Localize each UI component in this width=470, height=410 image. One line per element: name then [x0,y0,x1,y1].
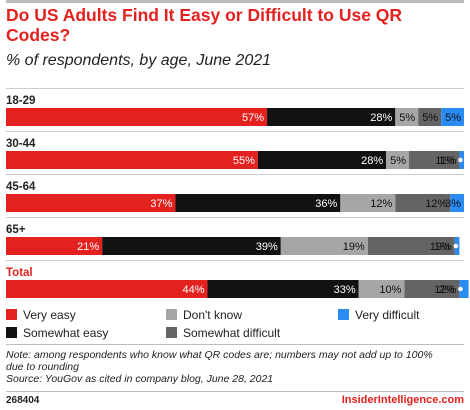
data-label: 12% [434,284,456,296]
data-label: 11% [435,155,456,167]
bar-segment [358,280,405,298]
bar-segment [257,151,387,169]
bar-segment [404,280,460,298]
legend-swatch-very-difficult [338,309,349,320]
data-label: 33% [334,284,356,296]
bar-segment [367,237,455,255]
data-label: 12% [370,198,392,210]
legend-label-very-easy: Very easy [23,308,76,322]
bar-segment [6,151,258,169]
footer-divider [6,391,464,392]
data-label: 28% [361,155,383,167]
data-label: 10% [379,284,401,296]
category-label: 18-29 [6,95,35,107]
bar-segment [102,237,281,255]
bar-segment [6,237,103,255]
category-label: 45-64 [6,181,36,193]
category-label: 65+ [6,224,26,236]
chart-subtitle: % of respondents, by age, June 2021 [6,52,272,69]
bar-segment [6,280,208,298]
legend-item-somewhat-difficult: Somewhat difficult [166,326,280,340]
data-label: 1% [439,155,455,167]
category-label: Total [6,267,33,279]
small-segment-marker [453,243,459,249]
top-rule [6,0,464,3]
bar-segment [267,108,396,126]
bar-segment [395,194,451,212]
brand-link[interactable]: InsiderIntelligence.com [341,394,464,406]
bar-segment [441,108,464,126]
legend-item-very-difficult: Very difficult [338,308,419,322]
bar-segment [207,280,359,298]
chart-note: Note: among respondents who know what QR… [6,349,466,385]
chart-title: Do US Adults Find It Easy or Difficult t… [6,5,403,45]
data-label: 3% [445,198,461,210]
legend-swatch-somewhat-easy [6,327,17,338]
data-label: 39% [256,241,278,253]
data-label: 5% [445,112,461,124]
legend-swatch-somewhat-difficult [166,327,177,338]
legend-item-dont-know: Don't know [166,308,242,322]
bar-segment [418,108,442,126]
category-label: 30-44 [6,138,36,150]
bar-segment [409,151,460,169]
data-label: 5% [422,112,438,124]
bar-segment [450,194,464,212]
note-line-1: Note: among respondents who know what QR… [6,349,433,361]
data-label: 37% [150,198,172,210]
small-segment-marker [458,157,463,163]
data-label: 36% [315,198,337,210]
bar-segment [386,151,410,169]
data-label: 2% [439,284,455,296]
chart-id: 268404 [6,395,40,406]
bar-segment [6,194,176,212]
legend-label-dont-know: Don't know [183,308,242,322]
data-label: 28% [370,112,392,124]
small-segment-marker [458,286,463,292]
source-line: Source: YouGov as cited in company blog,… [6,373,274,385]
bar-segment [280,237,368,255]
bar-segment [340,194,396,212]
data-label: 21% [77,241,99,253]
data-label: 57% [242,112,264,124]
legend-swatch-very-easy [6,309,17,320]
data-label: 1% [434,241,450,253]
data-label: 5% [399,112,415,124]
data-label: 5% [390,155,406,167]
legend-label-somewhat-easy: Somewhat easy [23,326,109,340]
bar-segment [395,108,419,126]
data-label: 55% [233,155,255,167]
chart-legend: Very easy Don't know Very difficult Some… [6,307,466,343]
legend-swatch-dont-know [166,309,177,320]
legend-label-very-difficult: Very difficult [355,308,420,322]
data-label: 19% [430,241,452,253]
bar-segment [459,280,469,298]
note-line-2: due to rounding [6,361,79,373]
legend-item-somewhat-easy: Somewhat easy [6,326,108,340]
legend-item-very-easy: Very easy [6,308,76,322]
data-label: 19% [343,241,365,253]
data-label: 12% [425,198,447,210]
data-label: 44% [182,284,204,296]
note-divider [6,344,464,345]
legend-label-somewhat-difficult: Somewhat difficult [183,326,281,340]
bar-segment [6,108,268,126]
bar-segment [175,194,341,212]
